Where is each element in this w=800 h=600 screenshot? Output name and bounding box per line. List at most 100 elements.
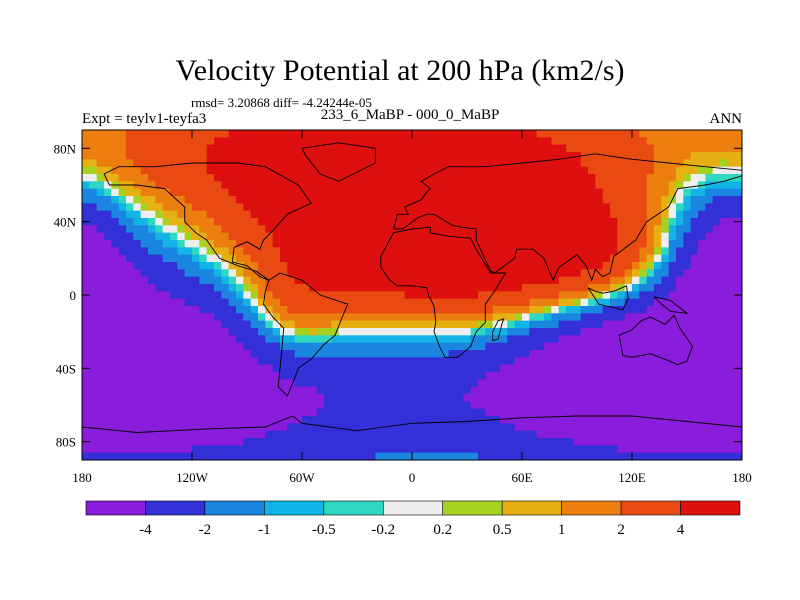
field-cell (360, 232, 369, 241)
field-cell (170, 247, 178, 256)
field-cell (646, 166, 655, 175)
field-cell (258, 232, 266, 241)
field-cell (96, 240, 105, 248)
field-cell (390, 430, 398, 439)
field-cell (690, 188, 699, 197)
field-cell (170, 298, 178, 307)
field-cell (690, 174, 699, 182)
field-cell (705, 269, 714, 278)
field-cell (485, 130, 494, 138)
field-cell (646, 210, 655, 219)
field-cell (309, 438, 318, 446)
field-cell (338, 416, 347, 424)
y-tick-label: 40N (54, 215, 77, 230)
field-cell (316, 284, 325, 292)
field-cell (500, 298, 508, 307)
field-cell (184, 196, 193, 204)
field-cell (727, 262, 736, 270)
field-cell (331, 364, 340, 373)
field-cell (500, 408, 508, 417)
field-cell (272, 232, 281, 241)
field-cell (382, 218, 391, 226)
field-cell (522, 298, 530, 307)
field-cell (507, 203, 516, 212)
field-cell (698, 423, 706, 432)
field-cell (522, 320, 530, 329)
field-cell (228, 379, 237, 388)
field-cell (243, 284, 252, 292)
field-cell (346, 203, 354, 212)
field-cell (324, 130, 332, 138)
field-cell (89, 416, 98, 424)
field-cell (111, 401, 120, 410)
field-cell (580, 328, 589, 336)
field-cell (104, 254, 112, 263)
field-cell (734, 166, 742, 175)
field-cell (382, 430, 391, 439)
field-cell (705, 335, 714, 344)
field-cell (89, 203, 98, 212)
field-cell (654, 313, 662, 322)
field-cell (595, 379, 604, 388)
field-cell (705, 159, 714, 168)
field-cell (573, 152, 582, 160)
field-cell (126, 423, 134, 432)
field-cell (632, 210, 640, 219)
field-cell (720, 313, 728, 322)
field-cell (192, 452, 200, 460)
field-cell (82, 166, 90, 175)
field-cell (573, 372, 582, 380)
field-cell (375, 166, 384, 175)
field-cell (514, 350, 523, 358)
field-cell (544, 394, 552, 402)
field-cell (588, 166, 596, 175)
field-cell (668, 372, 677, 380)
field-cell (331, 254, 340, 263)
field-cell (243, 174, 252, 182)
field-cell (338, 159, 347, 168)
field-cell (360, 174, 369, 182)
field-cell (331, 262, 340, 270)
field-cell (544, 335, 552, 344)
field-cell (558, 196, 567, 204)
field-cell (294, 137, 303, 146)
field-cell (646, 284, 655, 292)
field-cell (199, 218, 208, 226)
field-cell (536, 218, 545, 226)
field-cell (346, 313, 354, 322)
field-cell (566, 188, 574, 197)
field-cell (683, 196, 692, 204)
field-cell (602, 203, 611, 212)
field-cell (507, 166, 516, 175)
field-cell (683, 254, 692, 263)
field-cell (639, 218, 648, 226)
field-cell (177, 276, 186, 285)
field-cell (243, 247, 252, 256)
field-cell (338, 232, 347, 241)
field-cell (338, 291, 347, 300)
field-cell (199, 372, 208, 380)
field-cell (639, 423, 648, 432)
field-cell (221, 188, 230, 197)
field-cell (639, 328, 648, 336)
field-cell (177, 320, 186, 329)
field-cell (104, 386, 112, 395)
field-cell (727, 225, 736, 234)
field-cell (478, 306, 486, 314)
field-cell (382, 408, 391, 417)
field-cell (500, 232, 508, 241)
field-cell (192, 306, 200, 314)
field-cell (96, 276, 105, 285)
field-cell (82, 416, 90, 424)
field-cell (309, 166, 318, 175)
field-cell (617, 328, 626, 336)
field-cell (382, 262, 391, 270)
field-cell (104, 364, 112, 373)
field-cell (426, 188, 435, 197)
field-cell (346, 291, 354, 300)
field-cell (705, 254, 714, 263)
field-cell (602, 423, 611, 432)
field-cell (199, 254, 208, 263)
field-cell (720, 196, 728, 204)
